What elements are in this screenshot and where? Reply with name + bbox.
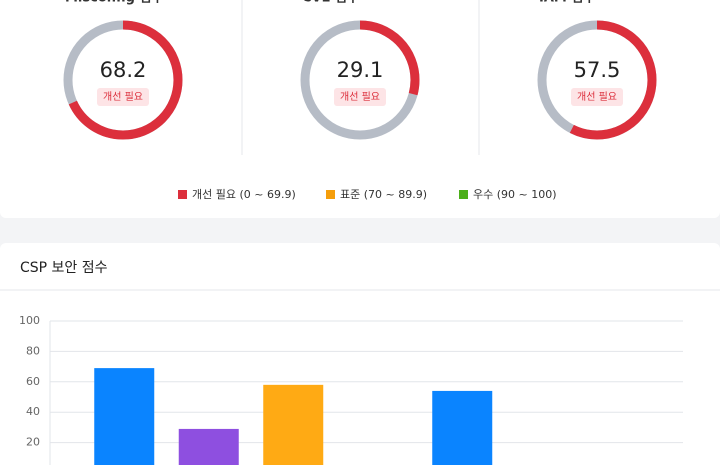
legend-label: 표준 (70 ~ 89.9) (340, 188, 427, 201)
y-tick-label: 20 (26, 436, 40, 449)
bar (432, 390, 493, 465)
bar (178, 428, 239, 465)
bar (263, 384, 324, 465)
gauge-badge (571, 88, 623, 106)
chart-title: CSP 보안 점수 (20, 260, 108, 276)
legend-label: 우수 (90 ~ 100) (473, 188, 557, 201)
gauge-badge (334, 88, 386, 106)
gauge-value: 29.1 (337, 58, 384, 82)
legend-swatch (178, 190, 187, 199)
gauge-badge-label: 개선 필요 (340, 91, 380, 103)
gauge-badge (97, 88, 149, 106)
gauge-title: Misconfig 점수 (65, 0, 163, 6)
gauge-arc (537, 20, 657, 140)
bar (94, 368, 155, 465)
legend-swatch (326, 190, 335, 199)
legend-swatch (459, 190, 468, 199)
gauge-value: 57.5 (574, 58, 621, 82)
gauge-title: IAM 점수 (539, 0, 595, 6)
y-tick-label: 100 (19, 314, 40, 327)
y-tick-label: 40 (26, 405, 40, 418)
gauge-arc (300, 20, 420, 140)
gauge-value: 68.2 (100, 58, 147, 82)
chart-card (0, 243, 720, 465)
gauge-badge-label: 개선 필요 (577, 91, 617, 103)
gauge-card (0, 0, 720, 218)
y-tick-label: 60 (26, 375, 40, 388)
gauge-badge-label: 개선 필요 (103, 91, 143, 103)
gauge-title: CVE 점수 (302, 0, 359, 6)
legend-label: 개선 필요 (0 ~ 69.9) (192, 188, 296, 201)
y-tick-label: 80 (26, 344, 40, 357)
gauge-arc (63, 20, 183, 140)
